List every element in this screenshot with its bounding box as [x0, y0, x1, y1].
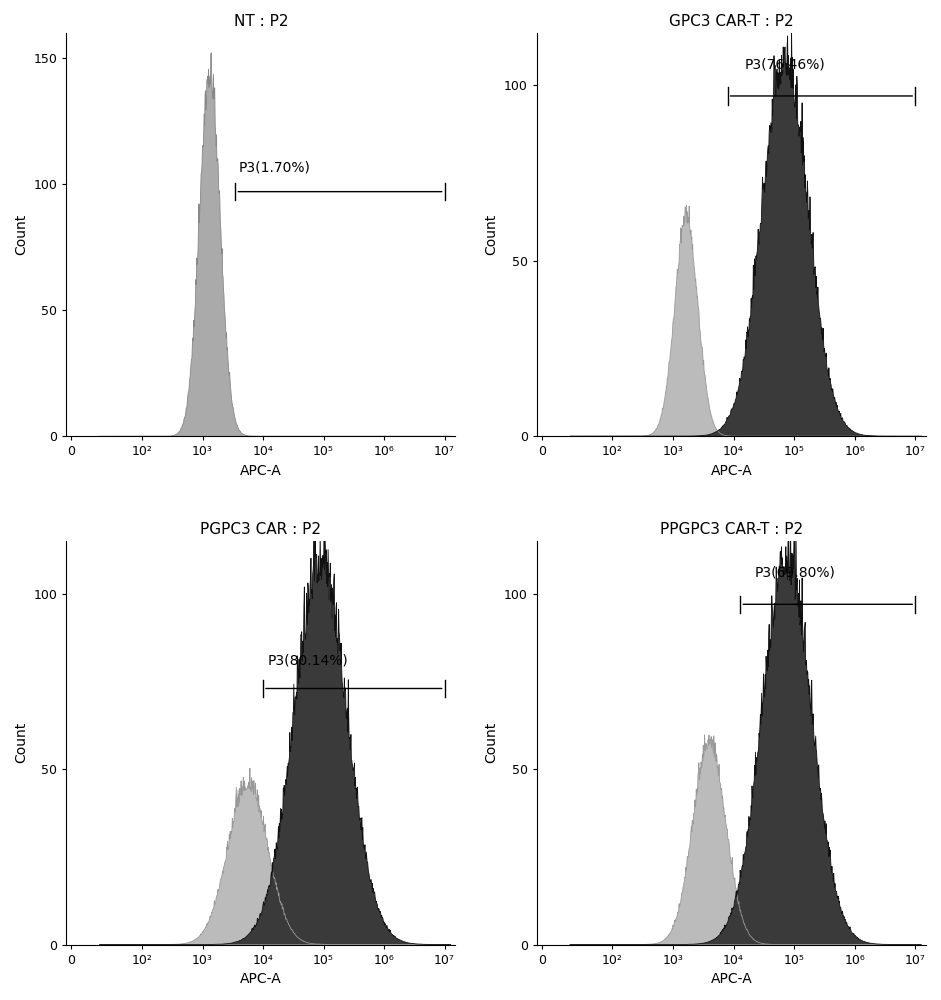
- X-axis label: APC-A: APC-A: [710, 972, 752, 986]
- Title: PGPC3 CAR : P2: PGPC3 CAR : P2: [200, 522, 321, 537]
- Y-axis label: Count: Count: [14, 214, 28, 255]
- X-axis label: APC-A: APC-A: [710, 464, 752, 478]
- X-axis label: APC-A: APC-A: [240, 464, 281, 478]
- Title: PPGPC3 CAR-T : P2: PPGPC3 CAR-T : P2: [660, 522, 803, 537]
- X-axis label: APC-A: APC-A: [240, 972, 281, 986]
- Title: NT : P2: NT : P2: [233, 14, 288, 29]
- Text: P3(1.70%): P3(1.70%): [239, 160, 311, 174]
- Title: GPC3 CAR-T : P2: GPC3 CAR-T : P2: [669, 14, 793, 29]
- Y-axis label: Count: Count: [14, 722, 28, 763]
- Y-axis label: Count: Count: [485, 214, 499, 255]
- Text: P3(76.46%): P3(76.46%): [744, 57, 825, 71]
- Text: P3(80.14%): P3(80.14%): [268, 653, 348, 667]
- Y-axis label: Count: Count: [485, 722, 499, 763]
- Text: P3(69.80%): P3(69.80%): [755, 566, 835, 580]
